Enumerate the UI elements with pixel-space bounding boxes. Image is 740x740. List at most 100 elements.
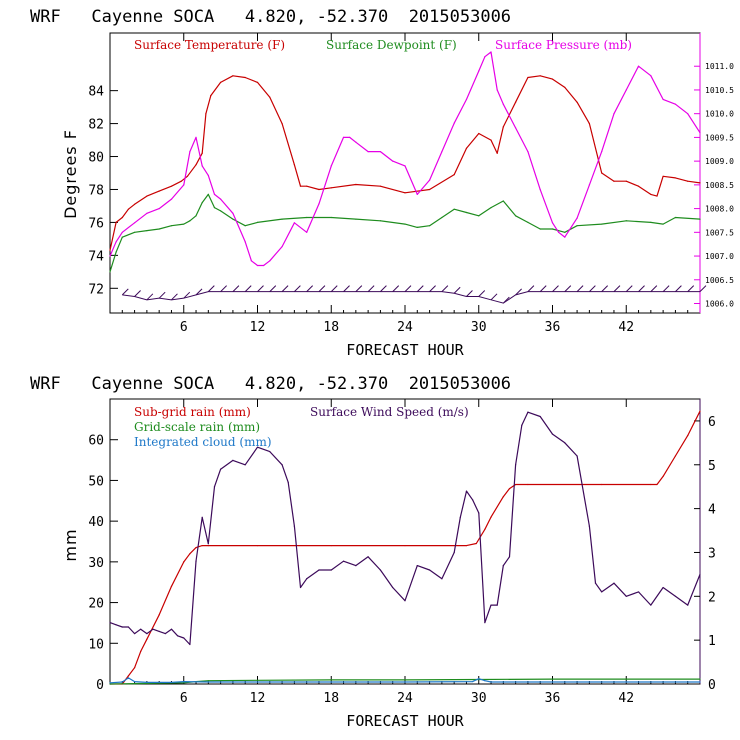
point-surface-dewpoint-f — [564, 231, 566, 233]
point-surface-temperature-f — [496, 152, 498, 154]
point-surface-wind-speed-m-s — [140, 628, 142, 630]
point-surface-wind-speed-m-s — [613, 582, 615, 584]
point-surface-wind-speed-m-s — [232, 459, 234, 461]
top-x-tick-label: 12 — [250, 320, 266, 335]
point-surface-temperature-f — [133, 203, 136, 205]
point-surface-temperature-f — [318, 188, 320, 191]
point-surface-pressure-mb — [527, 151, 529, 153]
point-surface-pressure-mb — [515, 127, 517, 129]
point-grid-scale-rain-mm — [330, 679, 332, 681]
point-surface-dewpoint-f — [527, 221, 529, 224]
point-surface-wind-speed-m-s — [189, 643, 191, 646]
point-grid-scale-rain-mm — [133, 682, 136, 685]
point-surface-temperature-f — [576, 101, 578, 103]
bottom-chart-title: WRF Cayenne SOCA 4.820, -52.370 20150530… — [30, 374, 511, 394]
point-surface-dewpoint-f — [539, 228, 541, 230]
top-chart-title: WRF Cayenne SOCA 4.820, -52.370 20150530… — [30, 7, 511, 27]
point-surface-dewpoint-f — [416, 226, 418, 228]
point-surface-pressure-mb — [367, 151, 369, 153]
point-integrated-cloud-mm — [502, 681, 504, 683]
wind-barb — [330, 285, 338, 292]
point-surface-wind-speed-m-s — [428, 569, 431, 571]
bottom-y2-tick-label: 4 — [708, 503, 716, 518]
wind-barb — [269, 285, 277, 292]
legend-surface-dewpoint: Surface Dewpoint (F) — [326, 38, 457, 52]
bottom-y2-tick-label: 1 — [708, 634, 716, 649]
point-surface-temperature-f — [404, 192, 406, 194]
point-sub-grid-rain-mm — [256, 544, 259, 547]
legend-subgrid-rain: Sub-grid rain (mm) — [134, 405, 251, 419]
bottom-x-tick-label: 18 — [323, 691, 339, 706]
top-plot-frame — [109, 32, 701, 314]
point-surface-temperature-f — [662, 175, 664, 177]
wind-barb — [613, 285, 621, 292]
point-surface-wind-speed-m-s — [213, 486, 216, 488]
point-surface-wind-speed-m-s — [306, 578, 308, 580]
point-surface-wind-speed-m-s — [287, 481, 289, 483]
wind-barb — [625, 285, 633, 292]
point-surface-pressure-mb — [306, 231, 308, 233]
point-surface-pressure-mb — [170, 198, 173, 200]
point-surface-wind-speed-m-s — [508, 556, 511, 558]
point-surface-pressure-mb — [256, 264, 259, 267]
point-sub-grid-rain-mm — [465, 544, 468, 547]
point-surface-wind-speed-m-s — [650, 604, 652, 606]
point-surface-temperature-f — [656, 195, 658, 197]
wind-barb — [343, 285, 350, 292]
point-sub-grid-rain-mm — [330, 544, 332, 547]
point-surface-temperature-f — [478, 132, 480, 135]
point-surface-pressure-mb — [281, 245, 283, 248]
point-surface-dewpoint-f — [428, 225, 431, 227]
point-integrated-cloud-mm — [170, 681, 173, 683]
point-surface-temperature-f — [465, 147, 468, 149]
point-surface-wind-speed-m-s — [490, 604, 492, 606]
point-grid-scale-rain-mm — [699, 678, 701, 680]
top-x-tick-label: 42 — [618, 320, 634, 335]
point-surface-dewpoint-f — [650, 221, 652, 224]
top-y2-tick-label: 1010.5 — [705, 86, 734, 95]
point-surface-dewpoint-f — [207, 193, 209, 196]
point-integrated-cloud-mm — [478, 678, 480, 680]
point-surface-dewpoint-f — [195, 215, 197, 217]
point-sub-grid-rain-mm — [201, 544, 203, 547]
point-sub-grid-rain-mm — [207, 544, 209, 547]
wind-barb — [662, 285, 670, 292]
bottom-y-tick-label: 50 — [88, 474, 104, 489]
point-surface-temperature-f — [115, 221, 117, 224]
point-surface-dewpoint-f — [662, 223, 664, 225]
point-surface-dewpoint-f — [189, 220, 191, 222]
bottom-y-tick-label: 60 — [88, 434, 104, 449]
point-surface-dewpoint-f — [330, 216, 332, 219]
top-y2-tick-label: 1010.0 — [705, 110, 734, 119]
top-axes: 6 12 18 24 30 36 42 72 74 76 78 80 82 84 1006.0 1006.5 1… — [88, 33, 734, 335]
point-surface-temperature-f — [180, 180, 182, 182]
point-grid-scale-rain-mm — [404, 679, 406, 681]
point-surface-temperature-f — [515, 101, 517, 103]
top-y-tick-label: 74 — [88, 249, 104, 264]
wind-barb — [257, 285, 264, 292]
wind-barb — [207, 285, 215, 292]
wind-barb — [134, 290, 141, 297]
point-surface-temperature-f — [201, 152, 203, 154]
legend-gridscale-rain: Grid-scale rain (mm) — [134, 420, 260, 434]
point-surface-wind-speed-m-s — [588, 525, 590, 527]
point-surface-pressure-mb — [207, 174, 209, 176]
point-surface-pressure-mb — [551, 222, 554, 224]
point-integrated-cloud-mm — [127, 677, 130, 679]
point-surface-pressure-mb — [355, 141, 357, 143]
point-surface-dewpoint-f — [502, 200, 504, 202]
point-surface-pressure-mb — [539, 189, 541, 191]
point-sub-grid-rain-mm — [650, 483, 652, 486]
top-y-tick-label: 78 — [88, 183, 104, 198]
point-surface-temperature-f — [539, 75, 541, 77]
point-surface-dewpoint-f — [453, 208, 455, 210]
point-surface-pressure-mb — [490, 51, 492, 53]
point-integrated-cloud-mm — [404, 681, 406, 683]
top-y2-tick-label: 1007.0 — [705, 252, 734, 261]
point-surface-temperature-f — [699, 182, 701, 184]
top-x-tick-label: 6 — [180, 320, 188, 335]
point-surface-wind-speed-m-s — [244, 464, 246, 466]
point-surface-pressure-mb — [662, 98, 664, 101]
wind-barb — [576, 285, 584, 292]
